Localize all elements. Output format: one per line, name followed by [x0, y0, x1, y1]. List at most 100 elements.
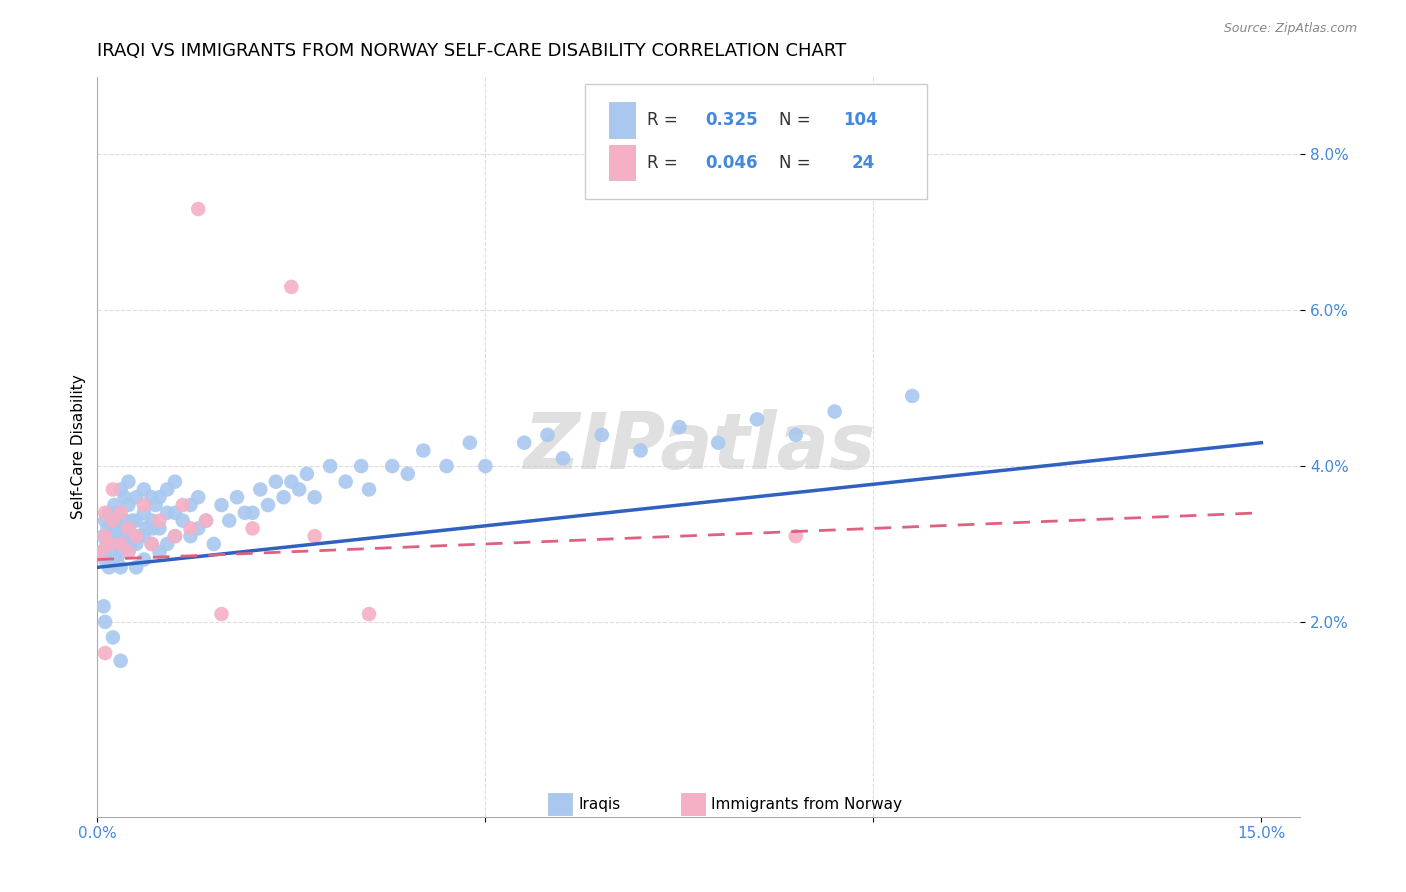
Point	[257, 498, 280, 512]
Point	[103, 537, 125, 551]
FancyBboxPatch shape	[585, 84, 928, 199]
Text: 0.046: 0.046	[704, 154, 758, 172]
Point	[107, 521, 129, 535]
Point	[396, 467, 419, 481]
Point	[96, 537, 118, 551]
Point	[127, 529, 149, 543]
Point	[117, 545, 139, 559]
Point	[101, 552, 124, 566]
Point	[110, 514, 132, 528]
Point	[111, 545, 134, 559]
Text: IRAQI VS IMMIGRANTS FROM NORWAY SELF-CARE DISABILITY CORRELATION CHART: IRAQI VS IMMIGRANTS FROM NORWAY SELF-CAR…	[97, 42, 846, 60]
Point	[304, 490, 326, 504]
Point	[381, 458, 404, 473]
Point	[94, 529, 117, 543]
Point	[172, 514, 194, 528]
Point	[295, 467, 318, 481]
Point	[172, 498, 194, 512]
Point	[132, 552, 155, 566]
Point	[101, 483, 124, 497]
Point	[211, 607, 233, 621]
Point	[125, 490, 148, 504]
Point	[179, 529, 201, 543]
Point	[630, 443, 652, 458]
Point	[148, 545, 170, 559]
Point	[242, 506, 264, 520]
Point	[141, 514, 163, 528]
Point	[117, 498, 139, 512]
Point	[110, 560, 132, 574]
Point	[187, 521, 209, 535]
Point	[110, 483, 132, 497]
Point	[105, 506, 128, 520]
Point	[104, 521, 127, 535]
Point	[114, 490, 136, 504]
FancyBboxPatch shape	[548, 793, 572, 815]
Point	[141, 537, 163, 551]
Point	[163, 529, 186, 543]
Point	[132, 506, 155, 520]
Y-axis label: Self-Care Disability: Self-Care Disability	[72, 375, 86, 519]
Point	[745, 412, 768, 426]
Point	[94, 552, 117, 566]
Point	[280, 280, 302, 294]
Point	[94, 646, 117, 660]
FancyBboxPatch shape	[609, 145, 636, 180]
Point	[118, 537, 141, 551]
Point	[148, 521, 170, 535]
Point	[105, 529, 128, 543]
Point	[125, 514, 148, 528]
Point	[141, 537, 163, 551]
Point	[125, 529, 148, 543]
Point	[202, 537, 225, 551]
Point	[436, 458, 458, 473]
Point	[142, 521, 165, 535]
Point	[304, 529, 326, 543]
Point	[179, 521, 201, 535]
Point	[242, 521, 264, 535]
Point	[474, 458, 496, 473]
Point	[249, 483, 271, 497]
Point	[101, 514, 124, 528]
Point	[319, 458, 342, 473]
Text: R =: R =	[647, 112, 683, 129]
Point	[125, 560, 148, 574]
Point	[280, 475, 302, 489]
Point	[288, 483, 311, 497]
Point	[100, 545, 122, 559]
Point	[101, 529, 124, 543]
Text: N =: N =	[779, 154, 817, 172]
Point	[226, 490, 249, 504]
Point	[132, 498, 155, 512]
Text: N =: N =	[779, 112, 817, 129]
Point	[211, 498, 233, 512]
Point	[233, 506, 256, 520]
Point	[117, 545, 139, 559]
Point	[117, 475, 139, 489]
Point	[901, 389, 924, 403]
Point	[121, 514, 143, 528]
Point	[98, 506, 121, 520]
Point	[117, 521, 139, 535]
Point	[98, 537, 121, 551]
FancyBboxPatch shape	[609, 103, 636, 138]
Point	[103, 498, 125, 512]
Point	[163, 529, 186, 543]
Point	[668, 420, 690, 434]
Point	[98, 537, 121, 551]
Point	[94, 506, 117, 520]
Point	[125, 537, 148, 551]
Point	[156, 537, 179, 551]
Point	[135, 521, 157, 535]
Point	[156, 483, 179, 497]
Point	[110, 537, 132, 551]
Point	[187, 490, 209, 504]
Point	[111, 529, 134, 543]
Point	[458, 435, 481, 450]
Point	[591, 428, 613, 442]
Point	[90, 545, 112, 559]
Point	[93, 599, 115, 614]
Point	[357, 607, 380, 621]
Text: Immigrants from Norway: Immigrants from Norway	[711, 797, 901, 812]
Text: Source: ZipAtlas.com: Source: ZipAtlas.com	[1223, 22, 1357, 36]
